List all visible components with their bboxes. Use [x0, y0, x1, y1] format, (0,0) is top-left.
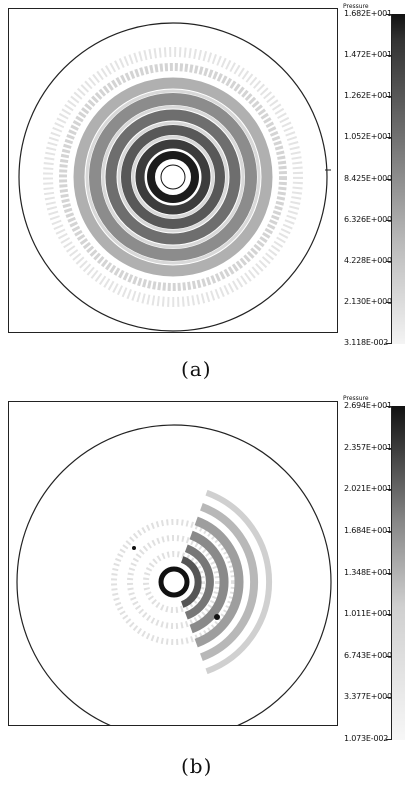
source-hole — [158, 566, 190, 598]
legend-tick-mark — [386, 14, 391, 15]
legend-tick-mark — [386, 301, 391, 303]
legend-tick-label: 6.743E+000 — [344, 650, 392, 660]
point-marker — [214, 614, 220, 620]
legend-title-a: Pressure — [343, 3, 369, 10]
pressure-ring — [143, 551, 205, 613]
legend-tick-mark — [386, 489, 391, 491]
source-hole — [160, 164, 186, 190]
legend-tick-label: 1.052E+001 — [344, 132, 392, 142]
legend-tick-mark — [386, 219, 391, 221]
legend-tick-mark — [386, 697, 391, 699]
pressure-ring — [121, 125, 225, 229]
contour-plot-a — [8, 8, 338, 333]
pressure-gap — [85, 89, 261, 265]
pressure-arc — [180, 556, 202, 608]
pressure-ring — [73, 77, 273, 277]
legend-tick-label: 4.228E+000 — [344, 255, 392, 265]
legend-tick-label: 3.118E-002 — [344, 338, 389, 347]
legend-tick-label: 1.011E+001 — [344, 609, 392, 619]
legend-colorbar-a — [391, 14, 405, 344]
pressure-ring — [135, 139, 211, 215]
pressure-arc — [200, 503, 259, 661]
legend-tick-mark — [386, 572, 391, 574]
legend-tick-label: 2.130E+000 — [344, 296, 392, 306]
pressure-gap — [101, 105, 245, 249]
legend-tick-mark — [386, 406, 391, 407]
legend-title-b: Pressure — [343, 395, 369, 402]
pressure-ring — [89, 93, 257, 261]
legend-tick-label: 1.682E+001 — [344, 9, 392, 18]
legend-tick-mark — [386, 260, 391, 262]
pressure-field-a — [18, 22, 331, 332]
legend-tick-mark — [386, 178, 391, 180]
legend-tick-mark — [386, 55, 391, 57]
caption-b: (b) — [181, 754, 213, 778]
legend-tick-mark — [386, 614, 391, 616]
pressure-arc — [194, 516, 244, 648]
legend-tick-label: 1.262E+001 — [344, 91, 392, 101]
legend-tick-mark — [386, 530, 391, 532]
pressure-ring — [105, 109, 241, 245]
pressure-arc — [205, 489, 273, 675]
legend-tick-mark — [386, 447, 391, 449]
legend-tick-label: 1.472E+001 — [344, 50, 392, 60]
legend-tick-mark — [386, 655, 391, 657]
pressure-gap — [131, 135, 215, 219]
contour-plot-b — [8, 401, 338, 726]
legend-tick-label: 2.021E+001 — [344, 484, 392, 494]
legend-tick-mark — [386, 137, 391, 139]
point-marker — [132, 546, 136, 550]
pressure-ring — [147, 151, 199, 203]
pressure-ring — [43, 47, 303, 307]
legend-tick-label: 1.684E+001 — [344, 525, 392, 535]
legend-tick-label: 8.425E+000 — [344, 173, 392, 183]
legend-tick-label: 2.357E+001 — [344, 442, 392, 452]
legend-tick-mark — [386, 96, 391, 98]
pressure-gap — [117, 121, 229, 233]
legend-tick-mark — [386, 343, 391, 344]
pressure-ring — [111, 519, 237, 645]
legend-tick-mark — [386, 739, 391, 740]
pressure-arc — [189, 530, 229, 634]
legend-tick-label: 3.377E+000 — [344, 692, 392, 702]
legend-tick-label: 6.326E+000 — [344, 214, 392, 224]
legend-tick-label: 2.694E+001 — [344, 401, 392, 410]
pressure-ring — [127, 535, 221, 629]
pressure-arc — [184, 544, 214, 620]
pressure-ring — [59, 63, 287, 291]
pressure-field-b — [16, 424, 332, 725]
legend-tick-label: 1.348E+001 — [344, 567, 392, 577]
legend-tick-label: 1.073E-002 — [344, 734, 389, 743]
legend-colorbar-b — [391, 406, 405, 740]
caption-a: (a) — [181, 357, 212, 381]
